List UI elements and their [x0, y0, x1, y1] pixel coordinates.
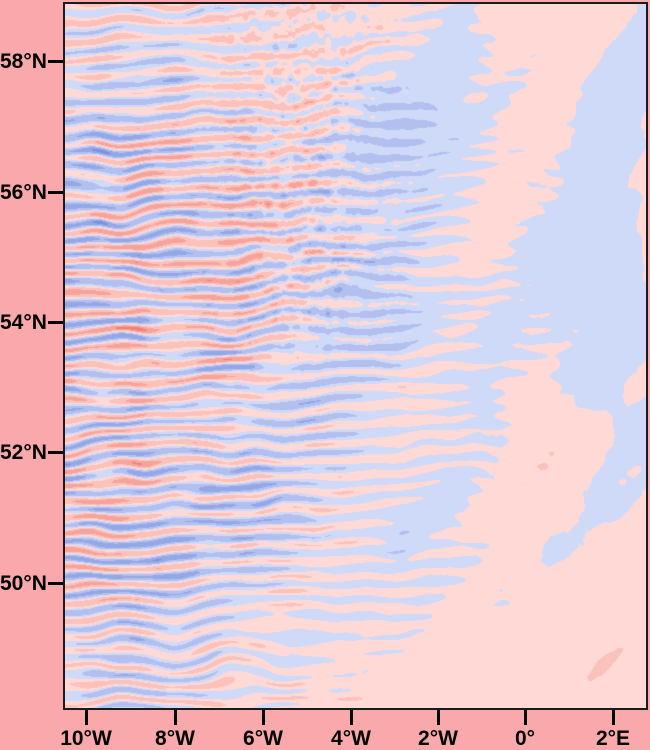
x-axis-tick-label: 2°W: [418, 727, 458, 750]
y-axis-tick: [48, 451, 63, 454]
y-axis-tick-label: 58°N: [0, 50, 47, 73]
x-axis-tick: [350, 710, 353, 725]
y-axis-tick: [48, 321, 63, 324]
x-axis-tick-label: 2°E: [595, 727, 631, 750]
x-axis-tick-label: 0°: [514, 727, 536, 750]
y-axis-tick: [48, 60, 63, 63]
x-axis-tick: [174, 710, 177, 725]
y-axis-tick-label: 54°N: [0, 311, 47, 334]
x-axis-tick-label: 6°W: [243, 727, 283, 750]
x-axis-tick-label: 4°W: [331, 727, 371, 750]
x-axis-tick: [612, 710, 615, 725]
y-axis-tick: [48, 582, 63, 585]
x-axis-tick: [85, 710, 88, 725]
y-axis-tick-label: 56°N: [0, 181, 47, 204]
x-axis-tick: [524, 710, 527, 725]
y-axis-tick: [48, 191, 63, 194]
y-axis-tick-label: 52°N: [0, 441, 47, 464]
y-axis-tick-label: 50°N: [0, 572, 47, 595]
x-axis-tick-label: 10°W: [60, 727, 112, 750]
map-plot-area: [63, 2, 648, 710]
anomaly-field-heatmap: [65, 4, 646, 708]
x-axis-tick-label: 8°W: [155, 727, 195, 750]
x-axis-tick: [437, 710, 440, 725]
x-axis-tick: [262, 710, 265, 725]
